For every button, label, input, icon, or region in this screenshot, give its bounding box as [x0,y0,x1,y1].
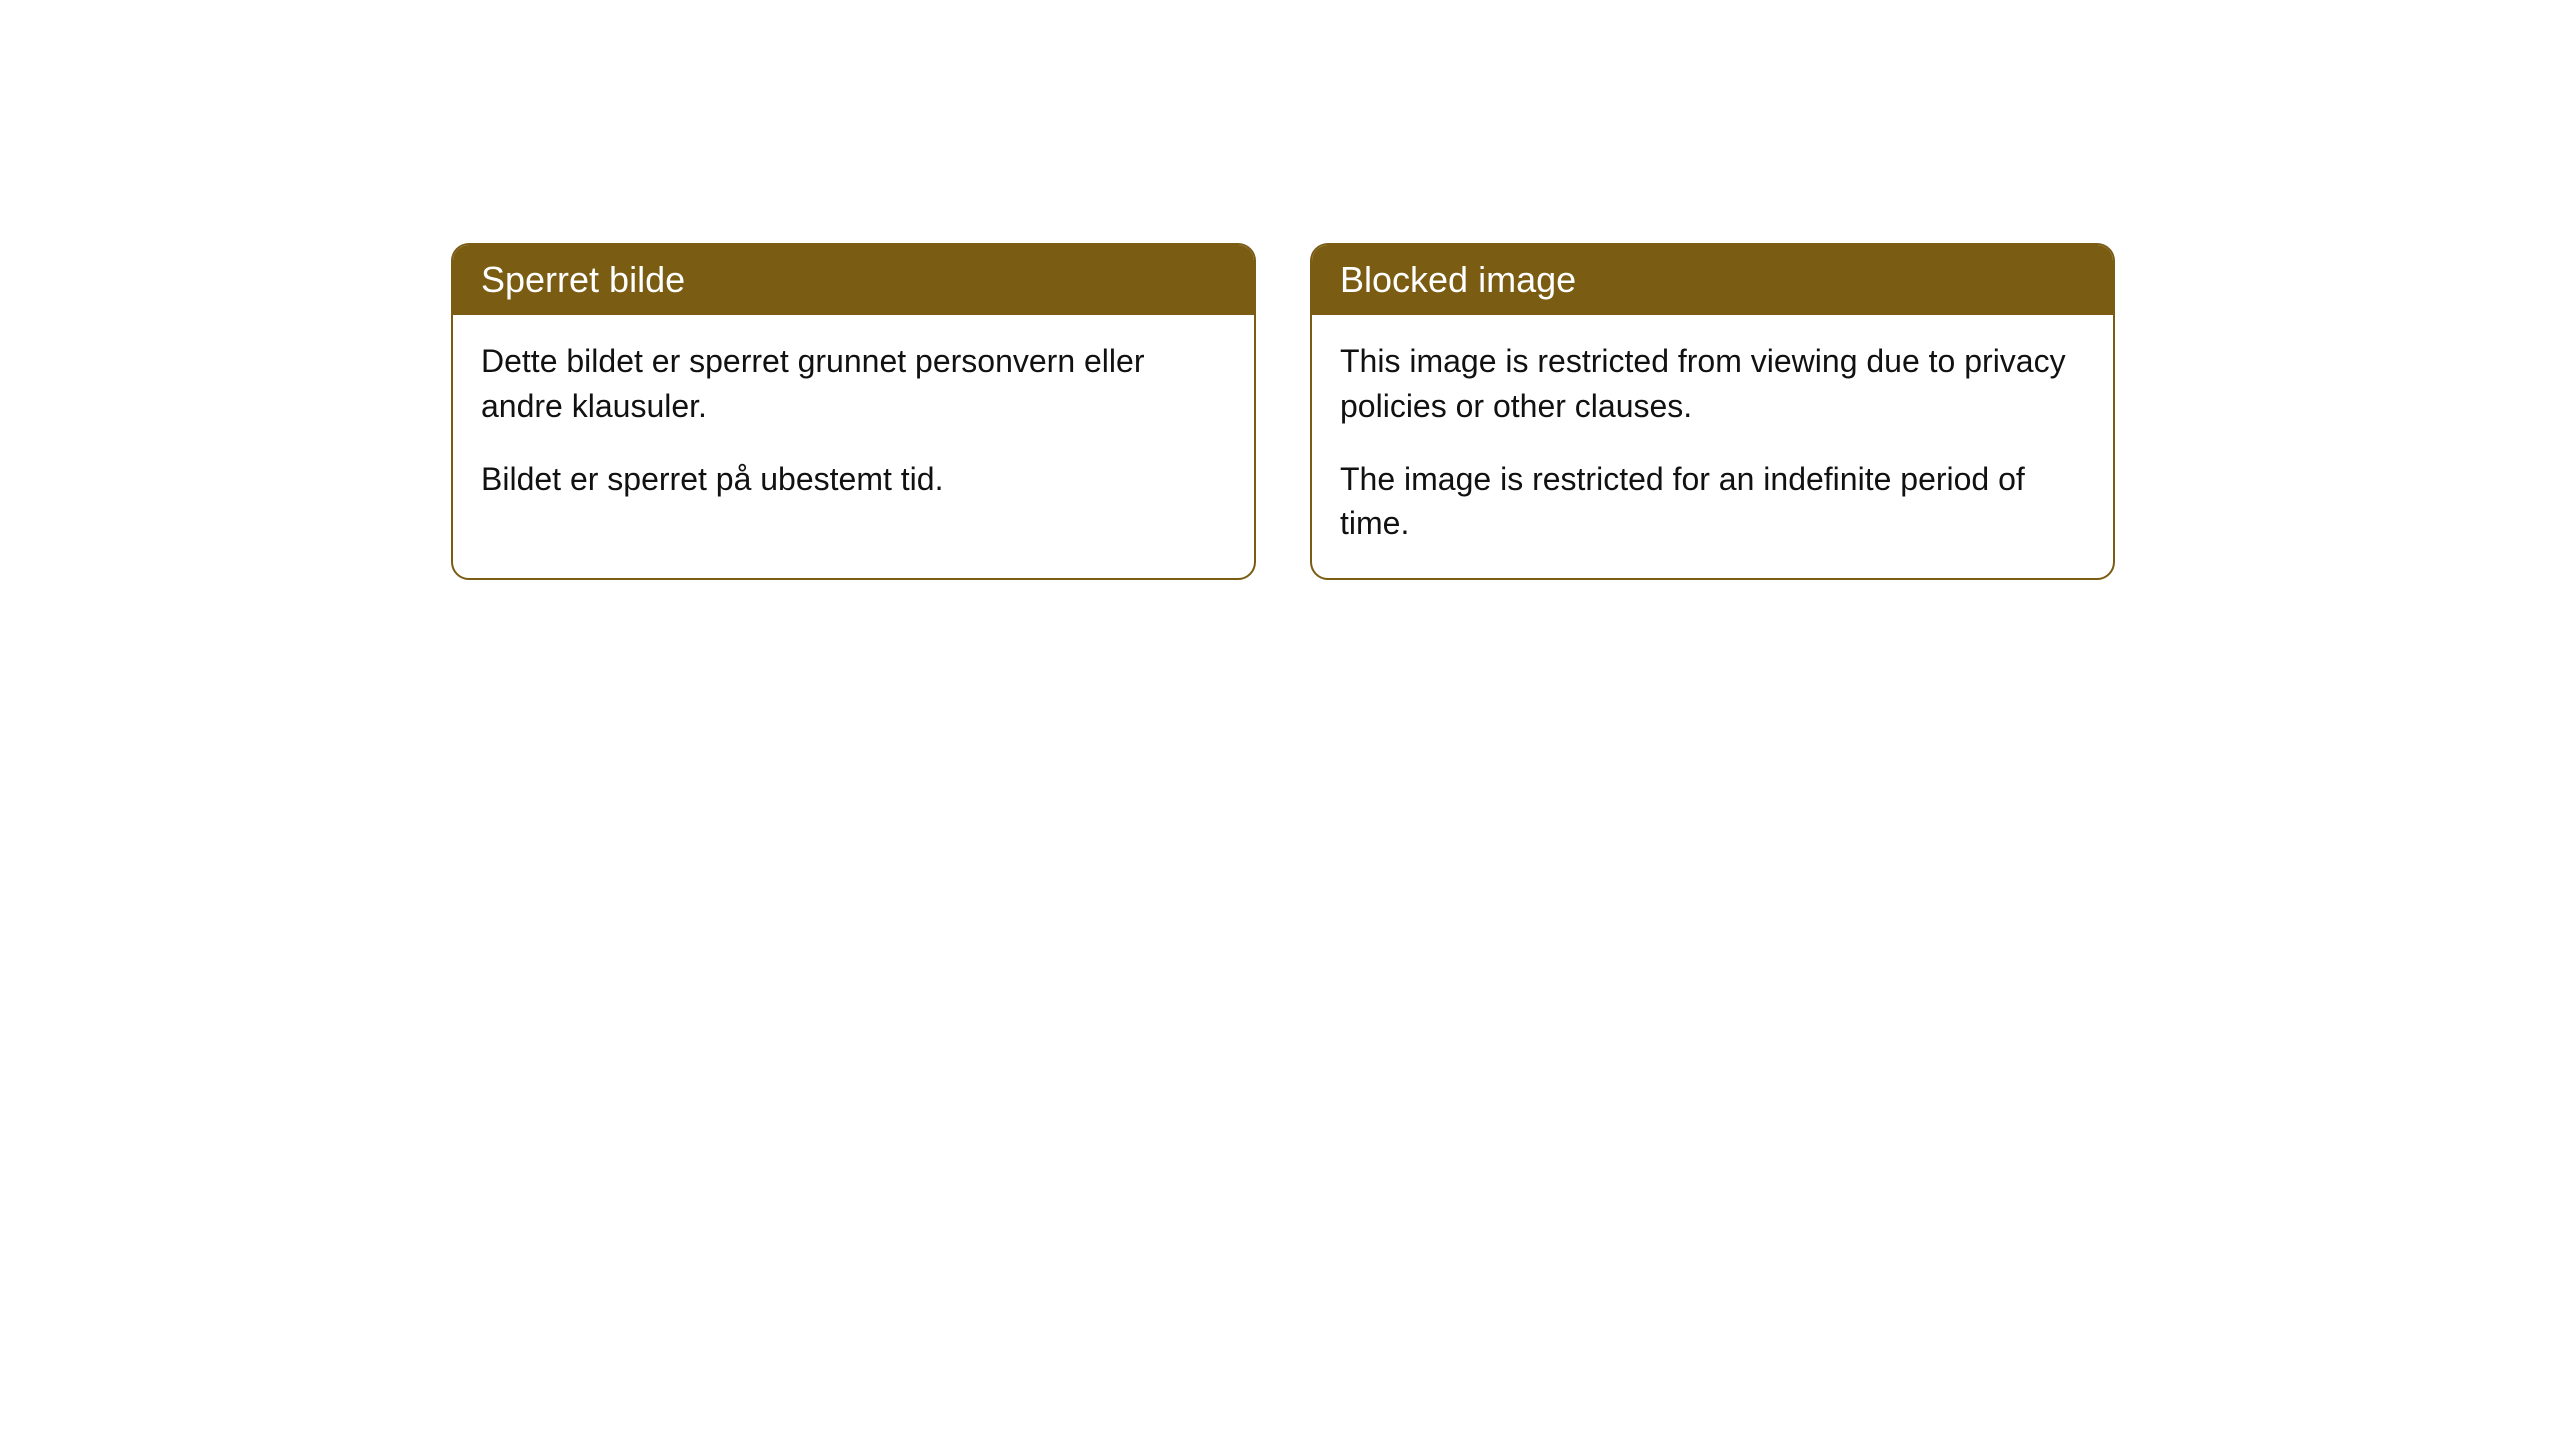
blocked-image-card-norwegian: Sperret bilde Dette bildet er sperret gr… [451,243,1256,580]
card-header-english: Blocked image [1312,245,2113,315]
card-header-norwegian: Sperret bilde [453,245,1254,315]
card-title: Sperret bilde [481,259,685,300]
card-paragraph: Bildet er sperret på ubestemt tid. [481,457,1226,502]
card-title: Blocked image [1340,259,1576,300]
card-paragraph: Dette bildet er sperret grunnet personve… [481,339,1226,429]
card-paragraph: The image is restricted for an indefinit… [1340,457,2085,547]
card-paragraph: This image is restricted from viewing du… [1340,339,2085,429]
notice-container: Sperret bilde Dette bildet er sperret gr… [451,243,2115,580]
blocked-image-card-english: Blocked image This image is restricted f… [1310,243,2115,580]
card-body-english: This image is restricted from viewing du… [1312,315,2113,578]
card-body-norwegian: Dette bildet er sperret grunnet personve… [453,315,1254,533]
